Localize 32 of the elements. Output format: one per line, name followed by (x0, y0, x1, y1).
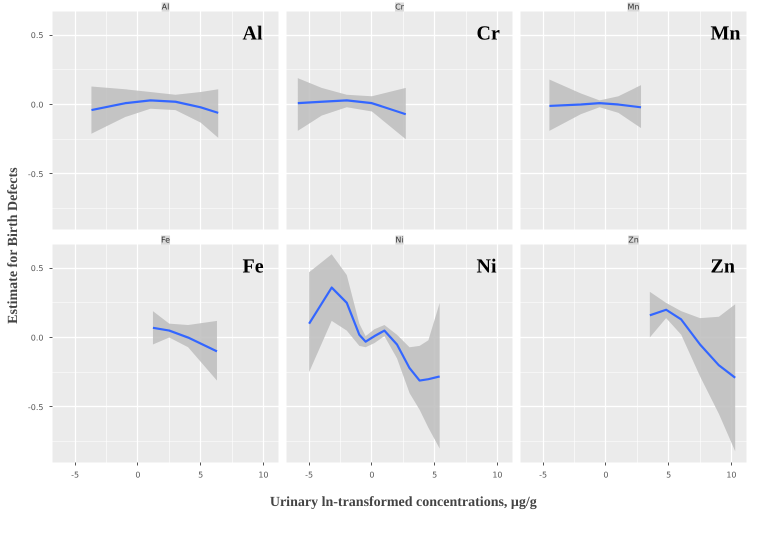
y-tick-label: 0.5 (30, 31, 44, 40)
x-tick-label: -5 (71, 470, 80, 480)
x-tick-label: -5 (539, 470, 548, 480)
x-tick-label: 0 (369, 470, 374, 480)
x-tick-label: 10 (492, 470, 503, 480)
annotation: Ni (476, 256, 497, 278)
y-tick-label: -0.5 (28, 402, 44, 412)
x-tick-label: 0 (603, 470, 608, 480)
chart-title: Zn (628, 236, 639, 244)
annotation: Al (242, 22, 263, 44)
x-tick-label: 5 (666, 470, 672, 480)
y-tick-label: 0.5 (30, 264, 44, 274)
chart-title: Mn (628, 2, 640, 12)
annotation: Zn (710, 256, 735, 278)
x-tick-label: 0 (135, 470, 140, 480)
y-axis-title: Estimate for Birth Defects (6, 166, 22, 324)
x-tick-label: 5 (432, 470, 438, 480)
y-tick-label: 0.0 (30, 334, 44, 343)
x-tick-label: 10 (726, 470, 737, 480)
chart-title: Fe (160, 236, 170, 244)
x-tick-label: 5 (198, 470, 204, 480)
annotation: Mn (710, 22, 740, 44)
chart-title: Al (162, 2, 170, 12)
x-axis-title: Urinary ln-transformed concentrations, μg/g (270, 495, 537, 510)
x-tick-label: 10 (258, 470, 269, 480)
annotation: Cr (476, 22, 500, 44)
annotation: Fe (242, 256, 264, 278)
y-tick-label: -0.5 (28, 170, 44, 179)
y-tick-label: 0.0 (30, 100, 44, 110)
chart-title: Ni (395, 236, 404, 244)
chart-title: Cr (395, 2, 405, 12)
x-tick-label: -5 (305, 470, 314, 480)
